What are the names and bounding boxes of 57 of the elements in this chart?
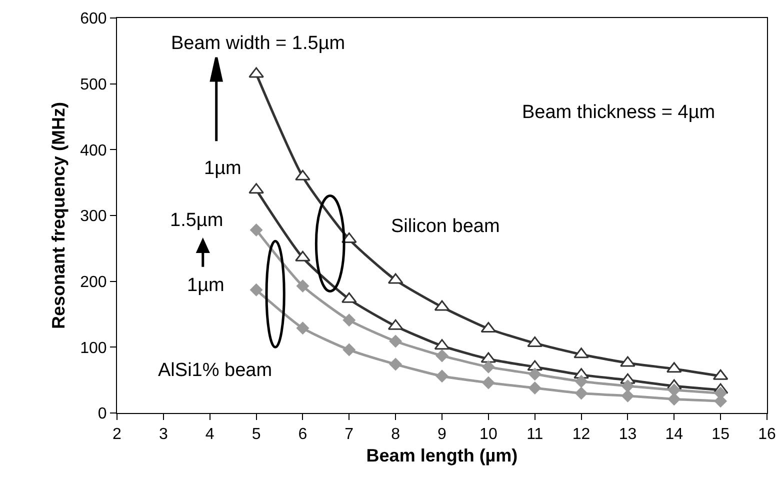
annotation: 1µm	[204, 158, 242, 179]
x-axis-title: Beam length (µm)	[366, 445, 518, 466]
point	[436, 370, 448, 383]
point	[528, 381, 542, 394]
point	[668, 383, 681, 396]
point	[296, 322, 310, 335]
point	[621, 380, 634, 393]
point	[621, 389, 634, 402]
annotation: 1µm	[187, 275, 224, 296]
annotation: Beam width = 1.5µm	[171, 33, 346, 54]
point	[248, 183, 264, 194]
point	[436, 349, 448, 362]
point	[342, 343, 356, 356]
y-tick-label: 500	[80, 76, 107, 94]
annotation: 1.5µm	[170, 210, 224, 231]
x-tick-label: 3	[158, 426, 168, 444]
y-tick-label: 300	[80, 208, 107, 226]
y-tick-label: 400	[80, 142, 107, 160]
point	[482, 360, 495, 374]
point	[295, 250, 310, 262]
y-tick-label: 100	[80, 340, 107, 357]
y-tick-label: 0	[98, 406, 107, 423]
x-tick-label: 10	[480, 426, 498, 444]
point	[574, 386, 588, 400]
y-tick-label: 200	[80, 274, 107, 291]
point	[295, 170, 310, 180]
x-tick-label: 2	[112, 426, 122, 444]
x-tick-label: 12	[572, 426, 590, 444]
point	[248, 67, 264, 78]
y-axis-title: Resonant frequency (MHz)	[48, 102, 68, 330]
x-tick-label: 4	[205, 426, 214, 444]
x-tick-label: 9	[438, 426, 447, 444]
annotation: AlSi1% beam	[158, 360, 272, 381]
x-tick-label: 14	[665, 426, 684, 444]
x-tick-label: 8	[391, 426, 400, 444]
point	[574, 348, 589, 358]
point	[296, 279, 310, 292]
x-tick-label: 13	[618, 426, 637, 444]
point	[620, 356, 636, 367]
point	[250, 223, 263, 236]
y-tick-label: 600	[80, 10, 107, 28]
point	[389, 334, 402, 348]
x-tick-label: 11	[526, 426, 544, 444]
point	[482, 376, 495, 390]
x-tick-label: 15	[712, 426, 730, 444]
point	[668, 392, 681, 406]
point	[574, 374, 588, 388]
point	[389, 358, 402, 371]
x-tick-label: 6	[298, 426, 308, 444]
point	[528, 368, 542, 381]
x-tick-label: 16	[758, 426, 776, 444]
annotation: Silicon beam	[391, 216, 500, 237]
point	[250, 283, 263, 296]
annotation: Beam thickness = 4µm	[522, 102, 716, 123]
point	[342, 314, 356, 327]
x-tick-label: 5	[252, 426, 261, 444]
x-tick-label: 7	[344, 426, 354, 444]
